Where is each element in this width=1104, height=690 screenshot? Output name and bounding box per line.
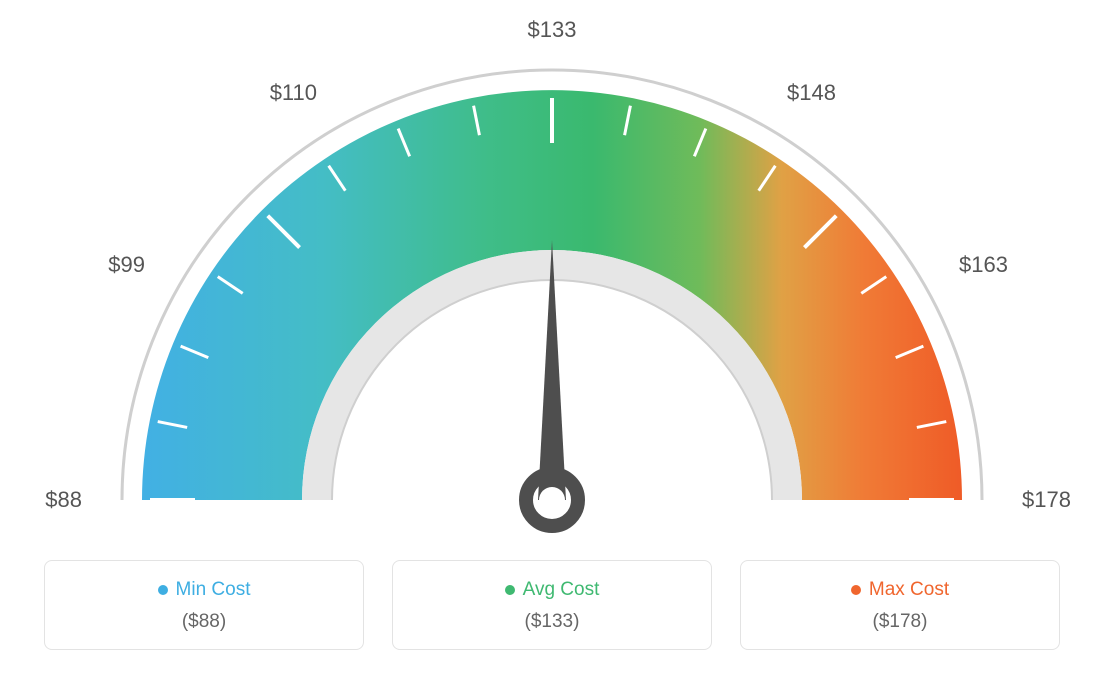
legend-min-top: Min Cost: [55, 579, 353, 601]
legend-avg-value: ($133): [403, 611, 701, 633]
dot-avg-icon: [505, 585, 515, 595]
legend-max-value: ($178): [751, 611, 1049, 633]
legend-row: Min Cost ($88) Avg Cost ($133) Max Cost …: [0, 560, 1104, 650]
legend-min-label: Min Cost: [176, 579, 251, 601]
legend-max-top: Max Cost: [751, 579, 1049, 601]
dot-min-icon: [158, 585, 168, 595]
svg-text:$178: $178: [1022, 487, 1071, 512]
legend-avg-card: Avg Cost ($133): [392, 560, 712, 650]
svg-text:$148: $148: [787, 80, 836, 105]
gauge-svg: $88 $99 $110 $133 $148 $163 $178: [0, 0, 1104, 560]
legend-max-card: Max Cost ($178): [740, 560, 1060, 650]
svg-text:$99: $99: [108, 252, 145, 277]
legend-avg-top: Avg Cost: [403, 579, 701, 601]
legend-min-value: ($88): [55, 611, 353, 633]
dot-max-icon: [851, 585, 861, 595]
cost-gauge: $88 $99 $110 $133 $148 $163 $178: [0, 0, 1104, 560]
legend-max-label: Max Cost: [869, 579, 949, 601]
svg-text:$163: $163: [959, 252, 1008, 277]
svg-text:$110: $110: [270, 80, 317, 105]
legend-avg-label: Avg Cost: [523, 579, 600, 601]
svg-text:$133: $133: [528, 17, 577, 42]
legend-min-card: Min Cost ($88): [44, 560, 364, 650]
svg-text:$88: $88: [45, 487, 82, 512]
